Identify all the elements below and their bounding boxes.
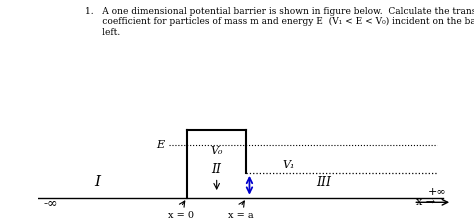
Text: II: II xyxy=(212,163,222,176)
Text: V₁: V₁ xyxy=(282,160,294,170)
Text: +∞: +∞ xyxy=(428,187,447,197)
Text: x →: x → xyxy=(416,197,436,207)
Text: -∞: -∞ xyxy=(44,196,58,209)
Text: I: I xyxy=(94,175,100,189)
Text: x = a: x = a xyxy=(228,211,253,220)
Text: 1.   A one dimensional potential barrier is shown in figure below.  Calculate th: 1. A one dimensional potential barrier i… xyxy=(85,7,474,37)
Text: III: III xyxy=(317,176,331,189)
Text: E: E xyxy=(156,140,164,150)
Text: x = 0: x = 0 xyxy=(168,211,194,220)
Text: V₀: V₀ xyxy=(210,146,223,156)
